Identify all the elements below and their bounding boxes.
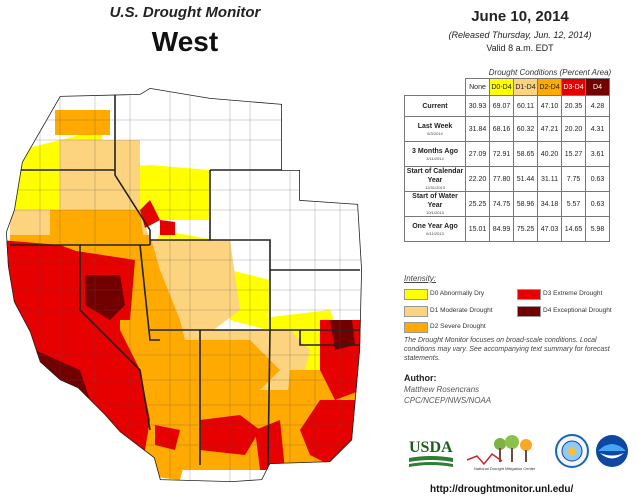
table-cell: 77.80	[489, 166, 514, 192]
county-boundaries	[6, 88, 362, 482]
valid-time: Valid 8 a.m. EDT	[486, 43, 554, 53]
row-label: Start of Calendar Year	[406, 168, 464, 184]
col-d1-d4: D1-D4	[513, 78, 538, 96]
author-label: Author:	[404, 373, 437, 383]
table-cell: 68.16	[489, 116, 514, 142]
region-title: West	[151, 26, 219, 57]
legend-swatch-d2	[404, 322, 428, 333]
legend-label-d1: D1 Moderate Drought	[430, 307, 493, 314]
table-row-start-water-year: Start of Water Year 10/1/2013 25.25 74.75…	[404, 191, 610, 217]
col-d3-d4: D3-D4	[561, 78, 586, 96]
table-row-last-week: Last Week 6/3/2014 31.84 68.16 60.32 47.2…	[404, 116, 610, 142]
table-cell: 58.65	[513, 141, 538, 167]
map-date: June 10, 2014	[471, 8, 569, 25]
table-cell: 47.21	[537, 116, 562, 142]
ndmc-logo-text: National Drought Mitigation Center	[474, 466, 536, 471]
table-cell: 60.11	[513, 95, 538, 117]
table-cell: 4.28	[585, 95, 610, 117]
legend-title: Intensity:	[404, 274, 437, 283]
table-cell: 7.75	[561, 166, 586, 192]
table-row-one-year-ago: One Year Ago 6/11/2013 15.01 84.99 75.25 …	[404, 216, 610, 242]
website-link[interactable]: http://droughtmonitor.unl.edu/	[430, 484, 574, 495]
table-cell: 84.99	[489, 216, 514, 242]
legend-label-d4: D4 Exceptional Drought	[543, 307, 612, 314]
table-row-current: Current 30.93 69.07 60.11 47.10 20.35 4.…	[404, 95, 610, 117]
drought-conditions-table: None D0-D4 D1-D4 D2-D4 D3-D4 D4 Current …	[404, 78, 610, 242]
table-cell: 75.25	[513, 216, 538, 242]
table-cell: 4.31	[585, 116, 610, 142]
table-cell: 5.57	[561, 191, 586, 217]
row-label: Current	[422, 102, 448, 110]
table-cell: 69.07	[489, 95, 514, 117]
row-date: 3/11/2014	[426, 155, 444, 161]
table-cell: 60.32	[513, 116, 538, 142]
product-title: U.S. Drought Monitor	[109, 4, 261, 21]
table-cell: 51.44	[513, 166, 538, 192]
legend-swatch-d0	[404, 289, 428, 300]
row-label: 3 Months Ago	[411, 147, 458, 155]
usda-logo-text: USDA	[409, 439, 453, 456]
table-cell: 58.96	[513, 191, 538, 217]
row-date: 12/31/2013	[424, 185, 446, 190]
table-cell: 47.10	[537, 95, 562, 117]
release-date: (Released Thursday, Jun. 12, 2014)	[448, 30, 592, 40]
table-cell: 15.27	[561, 141, 586, 167]
row-date: 6/3/2014	[427, 130, 443, 136]
table-row-start-calendar-year: Start of Calendar Year 12/31/2013 22.20 7…	[404, 166, 610, 192]
drought-map	[6, 88, 362, 482]
table-cell: 20.35	[561, 95, 586, 117]
table-caption: Drought Conditions (Percent Area)	[488, 68, 612, 77]
legend-label-d0: D0 Abnormally Dry	[430, 290, 485, 297]
table-cell: 0.63	[585, 166, 610, 192]
table-cell: 14.65	[561, 216, 586, 242]
table-cell: 22.20	[465, 166, 490, 192]
row-label: Start of Water Year	[412, 193, 458, 209]
legend-swatch-d1	[404, 306, 428, 317]
noaa-logo[interactable]	[595, 434, 629, 468]
table-cell: 74.75	[489, 191, 514, 217]
ndmc-logo[interactable]: National Drought Mitigation Center	[462, 434, 552, 472]
legend-label-d3: D3 Extreme Drought	[543, 290, 603, 297]
row-date: 10/1/2013	[426, 210, 444, 215]
table-row-3-months-ago: 3 Months Ago 3/11/2014 27.09 72.91 58.65 …	[404, 141, 610, 167]
col-d2-d4: D2-D4	[537, 78, 562, 96]
author-name: Matthew Rosencrans	[404, 385, 480, 394]
legend-label-d2: D2 Severe Drought	[430, 323, 486, 330]
table-cell: 47.03	[537, 216, 562, 242]
table-cell: 20.20	[561, 116, 586, 142]
legend-swatch-d4	[517, 306, 541, 317]
table-cell: 31.11	[537, 166, 562, 192]
table-cell: 27.09	[465, 141, 490, 167]
usda-logo[interactable]: USDA	[407, 436, 455, 472]
table-corner	[405, 79, 466, 96]
col-d4: D4	[585, 78, 610, 96]
row-label: One Year Ago	[412, 222, 458, 230]
table-cell: 5.98	[585, 216, 610, 242]
table-cell: 40.20	[537, 141, 562, 167]
col-none: None	[465, 78, 490, 96]
row-date: 6/11/2013	[426, 230, 444, 236]
table-cell: 3.61	[585, 141, 610, 167]
author-org: CPC/NCEP/NWS/NOAA	[404, 396, 492, 405]
col-d0-d4: D0-D4	[489, 78, 514, 96]
table-cell: 15.01	[465, 216, 490, 242]
row-label: Last Week	[417, 122, 453, 130]
table-cell: 30.93	[465, 95, 490, 117]
table-cell: 72.91	[489, 141, 514, 167]
dept-of-commerce-seal[interactable]	[555, 434, 589, 468]
table-cell: 31.84	[465, 116, 490, 142]
table-cell: 0.63	[585, 191, 610, 217]
disclaimer-note: The Drought Monitor focuses on broad-sca…	[404, 337, 610, 362]
table-cell: 34.18	[537, 191, 562, 217]
table-header-row: None D0-D4 D1-D4 D2-D4 D3-D4 D4	[405, 78, 610, 96]
table-cell: 25.25	[465, 191, 490, 217]
legend-swatch-d3	[517, 289, 541, 300]
